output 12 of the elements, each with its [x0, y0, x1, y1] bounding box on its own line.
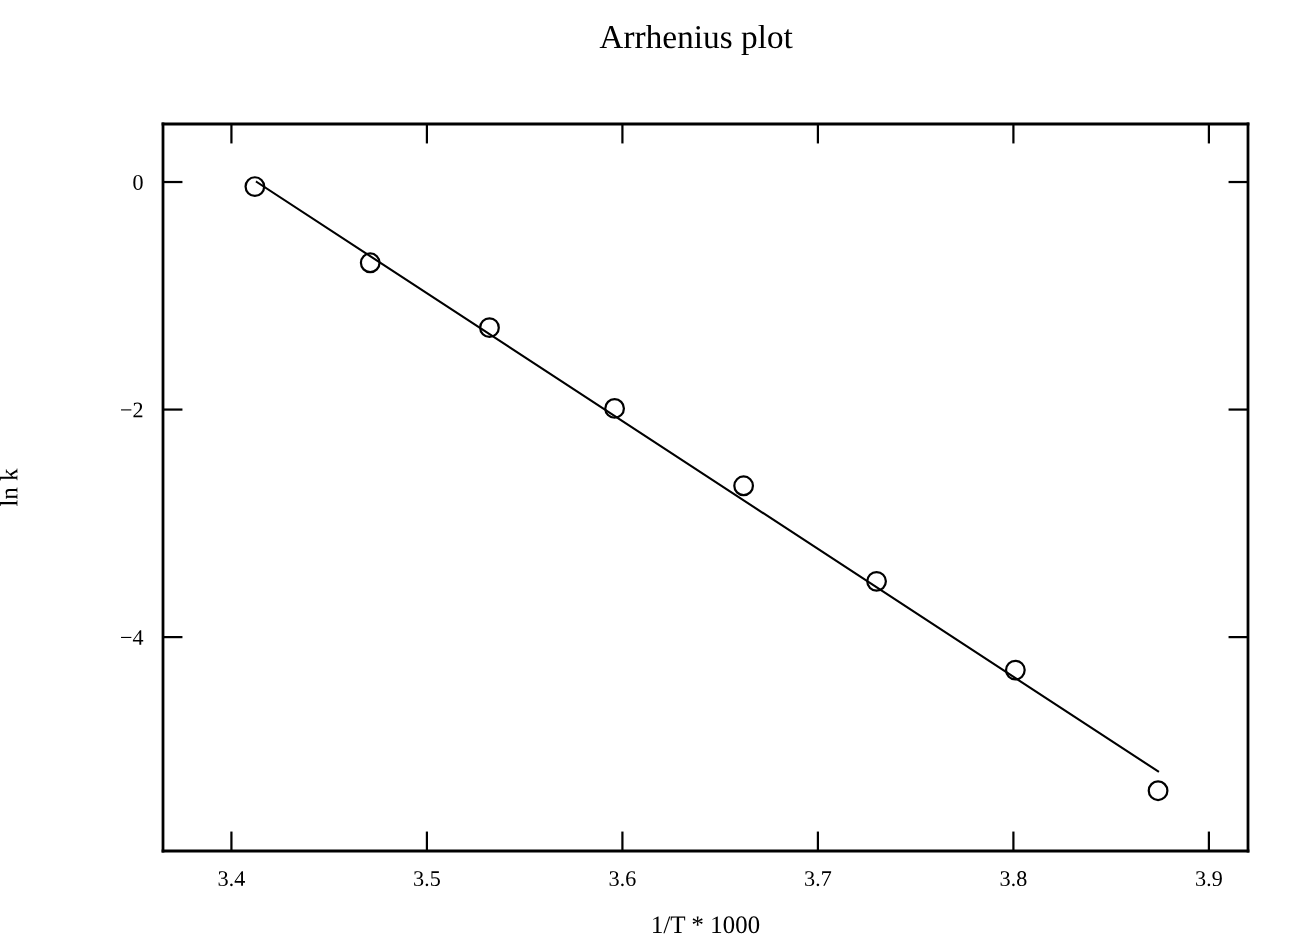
y-tick-label: −2 — [121, 402, 143, 418]
x-tick-label: 3.5 — [414, 871, 440, 887]
y-tick-label: 0 — [133, 174, 143, 190]
x-tick-label: 3.4 — [218, 871, 245, 887]
x-tick-label: 3.7 — [805, 871, 832, 887]
chart-title: Arrhenius plot — [599, 24, 793, 56]
y-tick-label: −4 — [121, 630, 144, 645]
x-tick-label: 3.8 — [1000, 871, 1027, 887]
y-axis-title: ln k — [0, 468, 18, 507]
x-tick-label: 3.6 — [609, 871, 636, 887]
x-axis-title: 1/T * 1000 — [653, 916, 760, 934]
x-tick-label: 3.9 — [1196, 871, 1222, 887]
